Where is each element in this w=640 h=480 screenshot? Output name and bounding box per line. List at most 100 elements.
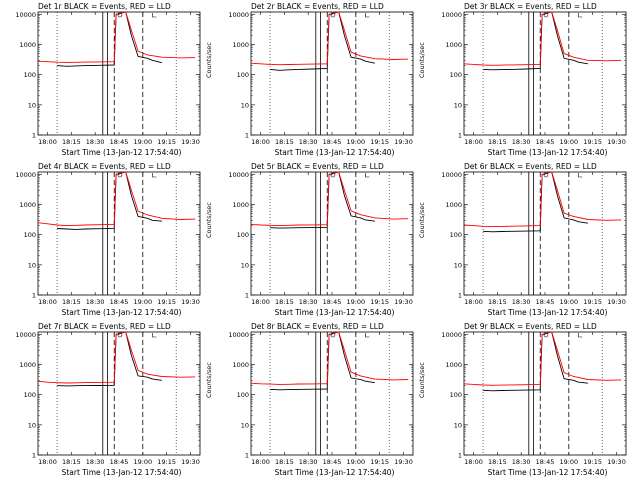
x-tick-label: 18:45	[536, 458, 555, 466]
y-tick-label: 100	[237, 71, 249, 79]
x-tick-label: 18:15	[62, 138, 81, 146]
x-tick-label: 18:45	[323, 458, 342, 466]
y-tick-label: 1000	[445, 361, 462, 369]
series-line-events	[483, 172, 588, 233]
y-tick-label: 100	[450, 71, 462, 79]
x-tick-label: 18:45	[323, 298, 342, 306]
y-tick-label: 1	[458, 452, 462, 460]
series-line-lld	[251, 172, 409, 227]
x-tick-label: 18:45	[110, 458, 129, 466]
series-line-events	[483, 332, 588, 392]
x-tick-label: 19:15	[583, 138, 602, 146]
marker-bracket	[578, 333, 583, 338]
y-tick-label: 1	[245, 452, 249, 460]
x-tick-label: 19:30	[181, 138, 200, 146]
y-tick-label: 10	[28, 101, 36, 109]
series-line-lld	[464, 172, 622, 228]
y-tick-label: 10000	[228, 171, 249, 179]
x-tick-label: 18:00	[251, 458, 270, 466]
y-tick-label: 10000	[15, 171, 36, 179]
y-tick-label: 1	[245, 132, 249, 140]
x-tick-label: 18:15	[62, 298, 81, 306]
series-line-lld	[251, 12, 409, 66]
y-tick-label: 10000	[15, 11, 36, 19]
marker-bracket	[152, 13, 157, 18]
x-tick-label: 19:30	[607, 138, 626, 146]
y-axis-label: Counts/sec	[205, 42, 213, 78]
marker-bracket	[365, 333, 370, 338]
series-line-events	[270, 12, 375, 71]
plot-frame	[463, 171, 627, 296]
plot-frame	[37, 171, 201, 296]
series-line-events	[57, 172, 162, 230]
y-tick-label: 10	[241, 421, 249, 429]
marker-circle	[543, 332, 549, 338]
series-line-events	[483, 12, 588, 71]
marker-bracket	[365, 13, 370, 18]
x-tick-label: 18:00	[38, 458, 57, 466]
chart-title: Det 9r BLACK = Events, RED = LLD	[464, 322, 597, 331]
x-tick-label: 19:00	[133, 138, 152, 146]
chart-plot-9: 18:00 18:15 18:30 18:45 19:00 19:15 19:30 1 10 10…	[441, 331, 627, 466]
x-tick-label: 18:45	[323, 138, 342, 146]
x-tick-label: 18:45	[110, 138, 129, 146]
x-tick-label: 18:45	[536, 138, 555, 146]
series-line-lld	[464, 332, 622, 386]
x-tick-label: 18:00	[464, 298, 483, 306]
chart-panel-9: Det 9r BLACK = Events, RED = LLD Start Ti…	[418, 320, 639, 480]
plot-frame	[250, 331, 414, 456]
x-tick-label: 19:00	[133, 458, 152, 466]
x-tick-label: 18:30	[86, 298, 105, 306]
y-axis-label: Counts/sec	[205, 362, 213, 398]
x-tick-label: 18:15	[275, 458, 294, 466]
marker-circle	[543, 12, 549, 18]
chart-panel-3: Det 3r BLACK = Events, RED = LLD Start Ti…	[418, 0, 639, 160]
y-tick-label: 10000	[15, 331, 36, 339]
x-tick-label: 19:15	[370, 138, 389, 146]
x-tick-label: 19:15	[583, 298, 602, 306]
x-tick-label: 19:30	[394, 458, 413, 466]
chart-plot-5: 18:00 18:15 18:30 18:45 19:00 19:15 19:30 1 10 10…	[228, 171, 414, 306]
y-tick-label: 1000	[445, 201, 462, 209]
chart-title: Det 3r BLACK = Events, RED = LLD	[464, 2, 597, 11]
chart-plot-2: 18:00 18:15 18:30 18:45 19:00 19:15 19:30 1 10 10…	[228, 11, 414, 146]
x-tick-label: 18:45	[536, 298, 555, 306]
y-axis-label: Counts/sec	[418, 202, 426, 238]
y-tick-label: 10000	[441, 171, 462, 179]
x-tick-label: 18:15	[488, 458, 507, 466]
plot-frame	[37, 331, 201, 456]
y-tick-label: 1000	[19, 41, 36, 49]
y-tick-label: 1	[458, 292, 462, 300]
series-line-events	[270, 332, 375, 391]
y-tick-label: 1	[458, 132, 462, 140]
y-tick-label: 10000	[441, 11, 462, 19]
plot-frame	[463, 331, 627, 456]
chart-plot-3: 18:00 18:15 18:30 18:45 19:00 19:15 19:30 1 10 10…	[441, 11, 627, 146]
y-tick-label: 10	[241, 261, 249, 269]
y-tick-label: 1000	[232, 361, 249, 369]
x-tick-label: 18:15	[488, 138, 507, 146]
x-tick-label: 19:15	[157, 458, 176, 466]
x-tick-label: 18:15	[488, 298, 507, 306]
y-tick-label: 1000	[19, 201, 36, 209]
chart-plot-6: 18:00 18:15 18:30 18:45 19:00 19:15 19:30 1 10 10…	[441, 171, 627, 306]
x-tick-label: 18:30	[299, 458, 318, 466]
chart-plot-4: 18:00 18:15 18:30 18:45 19:00 19:15 19:30 1 10 10…	[15, 171, 201, 306]
y-tick-label: 10000	[228, 331, 249, 339]
y-tick-label: 100	[450, 391, 462, 399]
x-axis-label: Start Time (13-Jan-12 17:54:40)	[61, 468, 182, 477]
x-tick-label: 18:30	[299, 138, 318, 146]
y-tick-label: 100	[24, 391, 36, 399]
x-tick-label: 19:15	[583, 458, 602, 466]
y-tick-label: 1	[32, 292, 36, 300]
x-tick-label: 18:30	[86, 458, 105, 466]
y-axis-label: Counts/sec	[418, 362, 426, 398]
series-line-events	[270, 172, 375, 229]
chart-panel-6: Det 6r BLACK = Events, RED = LLD Start Ti…	[418, 160, 639, 320]
y-tick-label: 1000	[232, 201, 249, 209]
x-tick-label: 19:30	[607, 458, 626, 466]
y-tick-label: 10	[241, 101, 249, 109]
y-tick-label: 1	[32, 132, 36, 140]
series-line-events	[57, 332, 162, 387]
